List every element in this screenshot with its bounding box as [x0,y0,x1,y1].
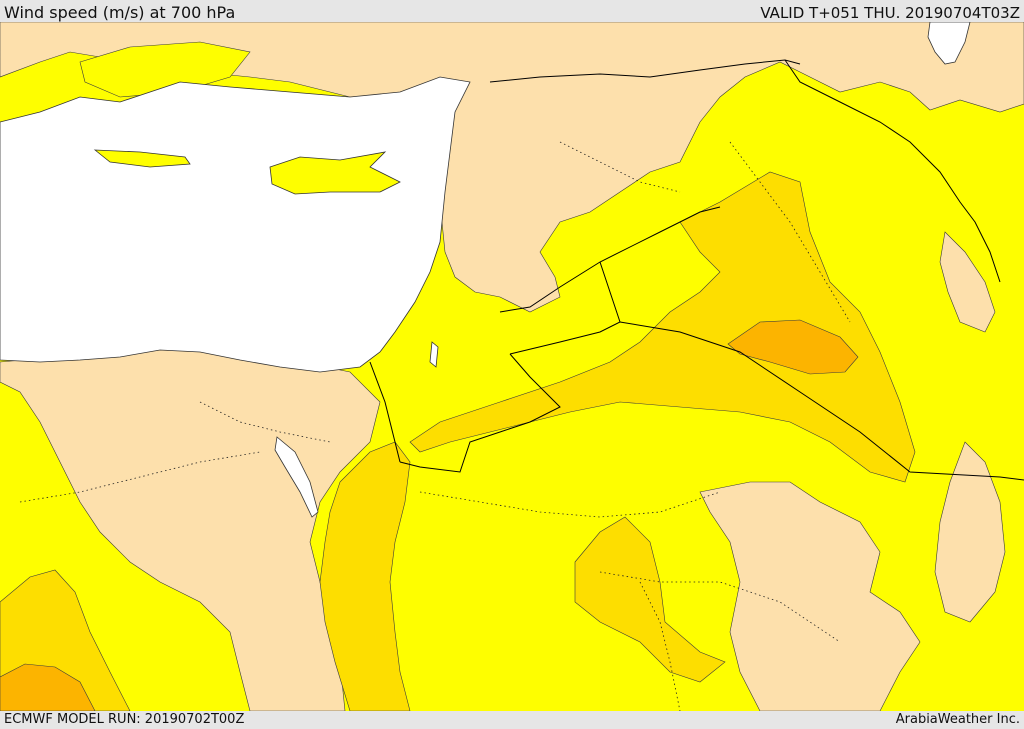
valid-time: VALID T+051 THU. 20190704T03Z [760,4,1020,22]
border-jordan-south [399,353,561,473]
border-turkey-syria [489,59,801,83]
map-header: Wind speed (m/s) at 700 hPa VALID T+051 … [0,0,1024,22]
peak-speed-iraq [727,319,859,375]
cyprus-island [269,151,401,195]
border-jordan-saudi [509,261,621,355]
weather-map [0,22,1024,711]
high-speed-sinai [319,441,411,711]
high-speed-hijaz [574,516,726,683]
low-speed-saudi-east [699,481,921,711]
border-egypt-israel [369,361,401,463]
province-line-egypt [19,451,261,503]
model-run: ECMWF MODEL RUN: 20190702T00Z [4,712,245,727]
mid-speed-turkey-west [79,41,251,98]
map-footer: ECMWF MODEL RUN: 20190702T00Z ArabiaWeat… [0,711,1024,729]
province-line-saudi-central [599,571,841,643]
low-speed-iran [939,231,996,333]
province-line-iraq [729,141,851,323]
regional-boundaries [19,141,851,711]
red-sea [274,436,319,518]
low-speed-north [0,22,1024,313]
border-iran-iraq [784,59,1001,283]
low-speed-gulf [934,441,1006,623]
map-title: Wind speed (m/s) at 700 hPa [4,3,236,22]
caspian-area [927,22,971,65]
border-iraq-saudi [619,321,1024,481]
country-borders [369,59,1024,481]
province-line-saudi-north [419,491,721,518]
high-speed-iraq [409,171,916,483]
peak-speed-libya [0,663,96,711]
dead-sea [429,341,439,368]
crete-island [93,149,191,168]
brand-name: ArabiaWeather Inc. [895,712,1020,727]
